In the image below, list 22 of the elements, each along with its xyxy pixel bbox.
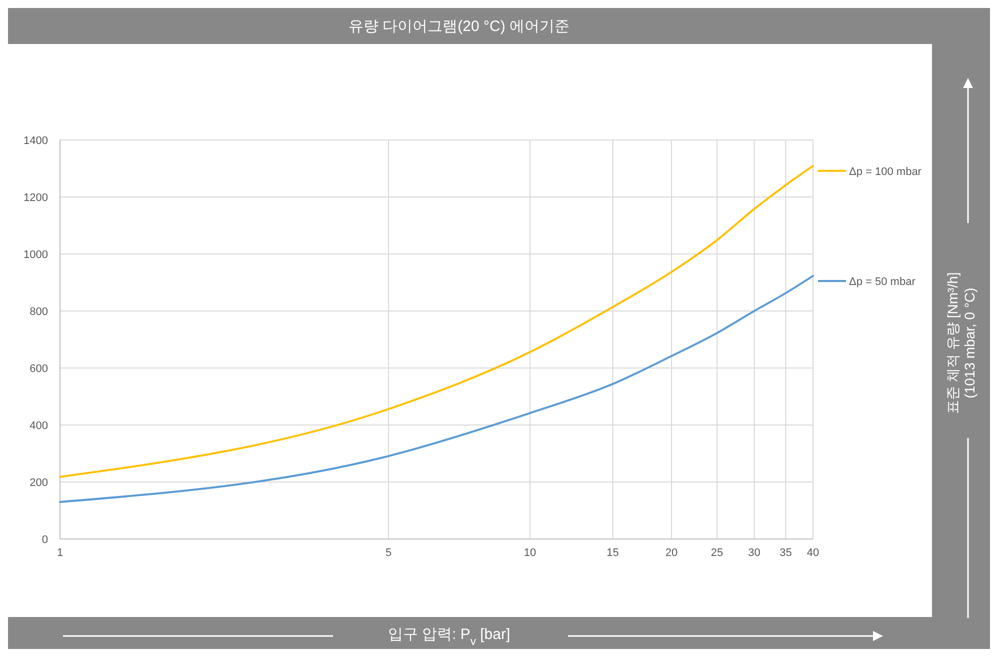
text: 표준 체적 유량 [Nm³/h] (1013 mbar, 0 °C) [944,272,978,414]
y-tick-label: 600 [30,363,48,375]
legend-label: Δp = 50 mbar [849,276,916,288]
y-tick-label: 800 [30,306,48,318]
y-tick-label: 200 [30,477,48,489]
x-tick-label: 30 [748,547,760,559]
x-tick-label: 15 [606,547,619,559]
x-tick-label: 20 [665,547,678,559]
x-tick-label: 35 [780,547,792,559]
x-tick-label: 1 [56,547,64,559]
y-tick-label: 0 [42,534,48,546]
y-tick-label: 1400 [24,135,48,147]
x-tick-label: 40 [806,547,820,559]
legend-label: Δp = 100 mbar [849,166,922,178]
chart-title: 유량 다이어그램(20 °C) 에어기준 [348,18,570,35]
y-tick-label: 1200 [24,192,48,204]
x-axis-title: 입구 압력: P$_{v}$ [bar] [388,626,510,648]
y-tick-label: 400 [30,420,48,432]
x-tick-label: 10 [524,547,536,559]
x-tick-label: 5 [385,547,392,559]
x-tick-label: 25 [710,547,724,559]
y-tick-label: 1000 [24,249,48,261]
